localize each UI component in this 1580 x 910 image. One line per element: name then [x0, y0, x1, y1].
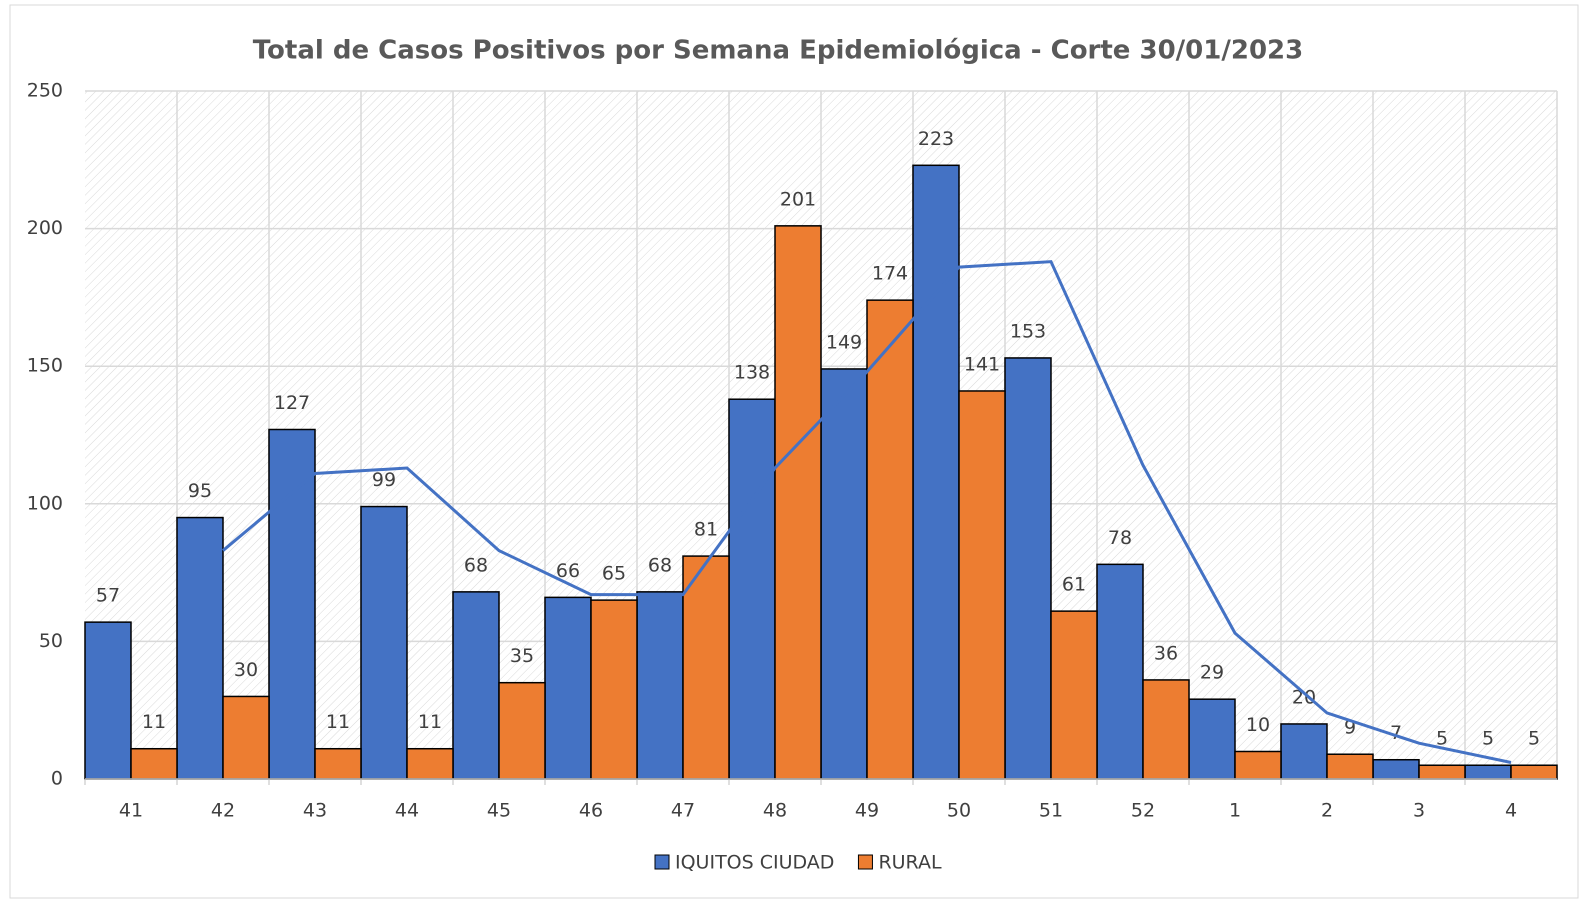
- data-label: 68: [464, 554, 488, 576]
- data-label: 138: [734, 362, 770, 384]
- bar: [590, 599, 638, 780]
- chart-title: Total de Casos Positivos por Semana Epid…: [253, 36, 1303, 66]
- x-tick-label: 41: [119, 800, 143, 822]
- data-label: 127: [274, 392, 310, 414]
- bar: [314, 747, 362, 780]
- legend-swatch: [654, 854, 670, 870]
- y-tick-label: 50: [39, 630, 63, 652]
- bar: [1096, 563, 1144, 780]
- x-tick-label: 4: [1505, 800, 1517, 822]
- bar: [360, 505, 408, 780]
- x-tick-label: 49: [855, 800, 879, 822]
- data-label: 95: [188, 480, 212, 502]
- y-tick-label: 150: [27, 355, 63, 377]
- bar: [1326, 753, 1374, 780]
- data-label: 61: [1062, 574, 1086, 596]
- bar: [912, 164, 960, 780]
- bar: [1464, 764, 1512, 780]
- data-label: 30: [234, 659, 258, 681]
- bar: [866, 299, 914, 780]
- data-label: 5: [1436, 728, 1448, 750]
- trend-line: [222, 260, 1512, 764]
- bar: [176, 516, 224, 780]
- data-label: 7: [1390, 722, 1402, 744]
- bar: [728, 398, 776, 780]
- x-tick-label: 2: [1321, 800, 1333, 822]
- bar: [130, 747, 178, 780]
- x-tick-label: 52: [1131, 800, 1155, 822]
- bar: [774, 225, 822, 780]
- bar: [636, 591, 684, 780]
- x-tick-label: 44: [395, 800, 419, 822]
- data-label: 174: [872, 263, 908, 285]
- data-label: 10: [1246, 714, 1270, 736]
- data-label: 35: [510, 645, 534, 667]
- y-tick-label: 250: [27, 80, 63, 102]
- y-tick-label: 0: [51, 768, 63, 790]
- x-tick-label: 50: [947, 800, 971, 822]
- y-tick-label: 200: [27, 217, 63, 239]
- x-tick-label: 47: [671, 800, 695, 822]
- bar: [958, 390, 1006, 780]
- bar: [406, 747, 454, 780]
- bar: [498, 681, 546, 780]
- x-tick-label: 3: [1413, 800, 1425, 822]
- data-label: 201: [780, 188, 816, 210]
- bar: [1188, 698, 1236, 780]
- data-label: 20: [1292, 686, 1316, 708]
- data-label: 81: [694, 519, 718, 541]
- x-tick-label: 45: [487, 800, 511, 822]
- y-tick-label: 100: [27, 492, 63, 514]
- data-label: 99: [372, 469, 396, 491]
- data-label: 5: [1482, 728, 1494, 750]
- bar: [1418, 764, 1466, 780]
- bar: [1004, 357, 1052, 780]
- x-tick-label: 46: [579, 800, 603, 822]
- data-label: 11: [418, 711, 442, 733]
- legend-swatch: [857, 854, 873, 870]
- x-tick-label: 48: [763, 800, 787, 822]
- bar: [682, 555, 730, 780]
- bar: [1234, 750, 1282, 780]
- data-label: 141: [964, 353, 1000, 375]
- data-label: 68: [648, 554, 672, 576]
- bar: [1280, 723, 1328, 780]
- bar: [1510, 764, 1558, 780]
- data-label: 57: [96, 585, 120, 607]
- bar: [544, 596, 592, 780]
- data-label: 78: [1108, 527, 1132, 549]
- data-label: 11: [326, 711, 350, 733]
- x-tick-label: 43: [303, 800, 327, 822]
- legend-label: IQUITOS CIUDAD: [675, 852, 834, 874]
- data-label: 29: [1200, 662, 1224, 684]
- x-tick-label: 42: [211, 800, 235, 822]
- data-label: 11: [142, 711, 166, 733]
- data-label: 36: [1154, 642, 1178, 664]
- data-label: 5: [1528, 728, 1540, 750]
- bar: [1372, 758, 1420, 780]
- bar: [1050, 610, 1098, 780]
- data-label: 66: [556, 560, 580, 582]
- bar: [1142, 679, 1190, 780]
- bar: [452, 591, 500, 780]
- bar: [820, 368, 868, 780]
- x-tick-label: 51: [1039, 800, 1063, 822]
- data-label: 223: [918, 128, 954, 150]
- bar: [222, 695, 270, 780]
- legend-label: RURAL: [878, 852, 942, 874]
- data-label: 65: [602, 563, 626, 585]
- data-label: 153: [1010, 320, 1046, 342]
- bar: [84, 621, 132, 780]
- x-tick-label: 1: [1229, 800, 1241, 822]
- bar: [268, 428, 316, 780]
- data-label: 149: [826, 331, 862, 353]
